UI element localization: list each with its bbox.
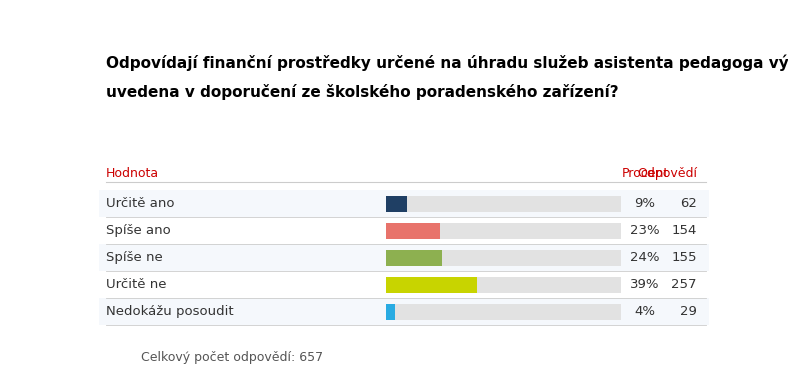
FancyBboxPatch shape [385,304,395,320]
FancyBboxPatch shape [385,304,621,320]
Text: Určitě ano: Určitě ano [106,197,174,211]
FancyBboxPatch shape [385,277,621,293]
Text: 39%: 39% [630,278,660,291]
FancyBboxPatch shape [385,250,621,266]
FancyBboxPatch shape [385,250,442,266]
Text: Určitě ne: Určitě ne [106,278,166,291]
FancyBboxPatch shape [98,217,709,244]
Text: 155: 155 [671,251,697,264]
Text: Spíše ne: Spíše ne [106,251,162,264]
FancyBboxPatch shape [385,196,407,212]
FancyBboxPatch shape [98,244,709,271]
FancyBboxPatch shape [385,223,621,239]
FancyBboxPatch shape [98,190,709,217]
Text: 9%: 9% [634,197,656,211]
Text: 154: 154 [671,224,697,238]
Text: Hodnota: Hodnota [106,167,159,180]
Text: 24%: 24% [630,251,660,264]
Text: 257: 257 [671,278,697,291]
Text: Odpovědí: Odpovědí [637,167,697,180]
Text: uvedena v doporučení ze školského poradenského zařízení?: uvedena v doporučení ze školského porade… [106,84,619,100]
Text: Odpovídají finanční prostředky určené na úhradu služeb asistenta pedagoga výši ú: Odpovídají finanční prostředky určené na… [106,54,788,71]
Text: 62: 62 [680,197,697,211]
Text: 4%: 4% [634,305,656,318]
FancyBboxPatch shape [385,277,478,293]
FancyBboxPatch shape [385,223,440,239]
FancyBboxPatch shape [98,298,709,325]
Text: Celkový počet odpovědí: 657: Celkový počet odpovědí: 657 [141,352,323,364]
FancyBboxPatch shape [385,196,621,212]
Text: Procent: Procent [622,167,669,180]
Text: Spíše ano: Spíše ano [106,224,170,238]
FancyBboxPatch shape [98,271,709,298]
Text: Nedokážu posoudit: Nedokážu posoudit [106,305,233,318]
Text: 29: 29 [680,305,697,318]
Text: 23%: 23% [630,224,660,238]
